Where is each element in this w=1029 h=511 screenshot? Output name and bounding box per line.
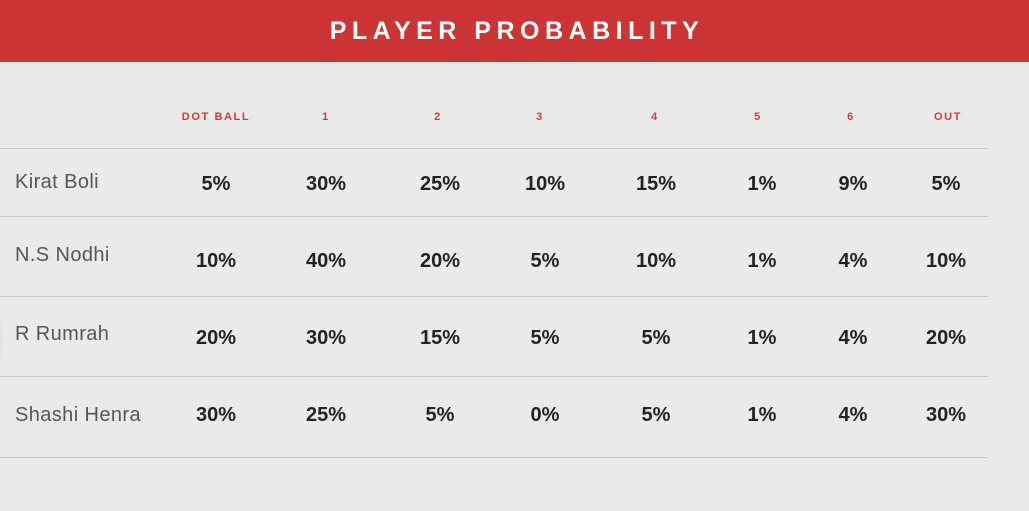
probability-cell: 10% [524,173,566,195]
probability-cell: 0% [530,404,560,426]
player-name: R Rumrah [15,323,110,345]
probability-cell: 30% [925,404,967,426]
table-row: Kirat Boli 5% 30% 25% 10% 15% 1% 9% 5% [0,149,988,227]
row-divider [0,457,988,458]
table-row: Shashi Henra 30% 25% 5% 0% 5% 1% 4% 30% [0,377,988,455]
column-header-5: 5 [754,111,762,123]
probability-cell: 40% [305,250,347,272]
probability-cell: 1% [747,173,777,195]
probability-cell: 5% [201,173,231,195]
row-divider [0,216,988,217]
row-divider [0,148,988,149]
player-name: Kirat Boli [15,171,100,193]
probability-cell: 5% [931,173,961,195]
probability-cell: 25% [419,173,461,195]
probability-cell: 20% [195,327,237,349]
edge-shadow [0,300,4,380]
page-title: PLAYER PROBABILITY [329,16,705,45]
table-row: R Rumrah 20% 30% 15% 5% 5% 1% 4% 20% [0,297,988,375]
player-name: N.S Nodhi [15,244,110,266]
column-header-6: 6 [847,111,855,123]
column-header-1: 1 [322,111,330,123]
column-header-out: OUT [933,111,963,123]
row-divider [0,296,988,297]
table-header: DOT BALL 1 2 3 4 5 6 OUT [0,111,1029,127]
probability-cell: 5% [641,327,671,349]
probability-cell: 4% [838,327,868,349]
probability-cell: 25% [305,404,347,426]
probability-cell: 10% [635,250,677,272]
probability-cell: 30% [305,327,347,349]
probability-cell: 5% [425,404,455,426]
column-header-dot-ball: DOT BALL [181,111,251,123]
probability-cell: 5% [530,250,560,272]
probability-cell: 10% [195,250,237,272]
probability-cell: 10% [925,250,967,272]
table-row: N.S Nodhi 10% 40% 20% 5% 10% 1% 4% 10% [0,217,988,295]
column-header-3: 3 [536,111,544,123]
player-name: Shashi Henra [15,404,141,426]
probability-cell: 9% [838,173,868,195]
probability-cell: 20% [419,250,461,272]
probability-cell: 15% [419,327,461,349]
probability-cell: 1% [747,404,777,426]
probability-cell: 30% [195,404,237,426]
row-divider [0,376,988,377]
probability-cell: 4% [838,404,868,426]
column-header-4: 4 [651,111,659,123]
probability-cell: 30% [305,173,347,195]
probability-cell: 15% [635,173,677,195]
probability-cell: 1% [747,250,777,272]
title-bar: PLAYER PROBABILITY [0,0,1029,62]
probability-cell: 20% [925,327,967,349]
probability-cell: 5% [641,404,671,426]
probability-cell: 4% [838,250,868,272]
probability-cell: 1% [747,327,777,349]
column-header-2: 2 [434,111,442,123]
probability-cell: 5% [530,327,560,349]
